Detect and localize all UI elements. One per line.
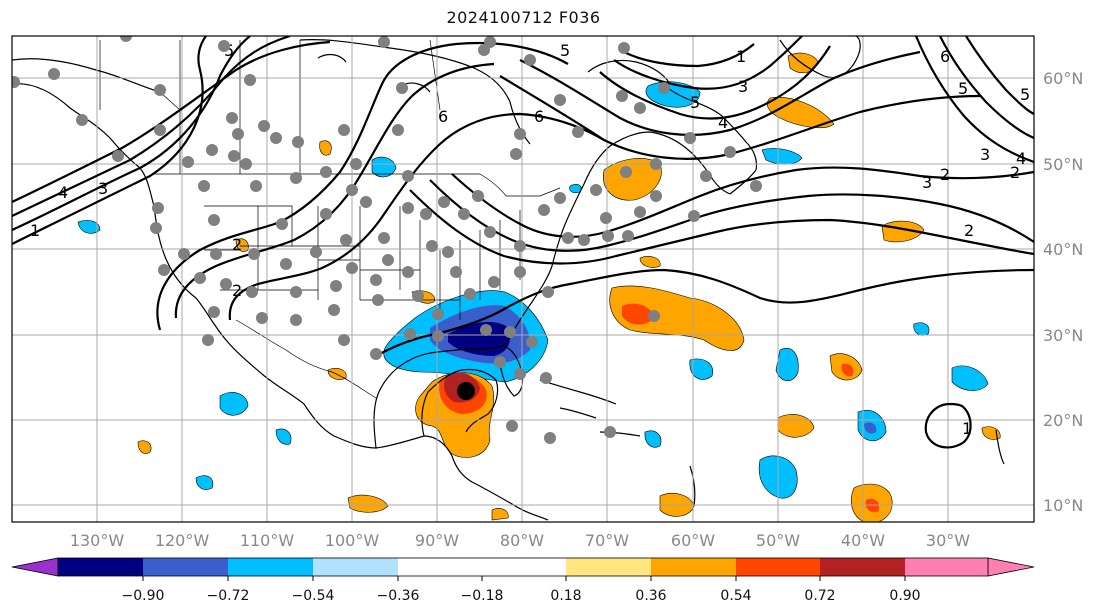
colorbar-tick-label: 0.18 <box>550 588 581 604</box>
contour-label: 2 <box>232 235 242 254</box>
colorbar: −0.90 −0.72 −0.54 −0.36 −0.18 0.18 0.36 … <box>11 557 1035 604</box>
contour-label: 5 <box>1020 85 1030 104</box>
colorbar-tick-label: −0.54 <box>292 588 335 604</box>
lat-label: 60°N <box>1043 69 1083 88</box>
lon-label: 120°W <box>155 531 210 550</box>
lat-label: 30°N <box>1043 326 1083 345</box>
lon-label: 90°W <box>415 531 459 550</box>
contour-label: 3 <box>98 179 108 198</box>
colorbar-bin <box>736 558 820 576</box>
contour-label: 3 <box>980 145 990 164</box>
map-title: 2024100712 F036 <box>446 8 601 27</box>
contour-label: 2 <box>232 281 242 300</box>
contour-label: 1 <box>736 47 746 66</box>
colorbar-bin <box>905 558 988 576</box>
colorbar-tick-label: 0.36 <box>635 588 666 604</box>
lat-label: 20°N <box>1043 411 1083 430</box>
lon-label: 100°W <box>325 531 380 550</box>
colorbar-tick-label: 0.90 <box>889 588 920 604</box>
colorbar-tick-label: −0.18 <box>461 588 504 604</box>
colorbar-bin <box>566 558 651 576</box>
lon-label: 40°W <box>841 531 885 550</box>
contour-label: 3 <box>738 77 748 96</box>
station-dots <box>12 36 762 444</box>
contour-label: 5 <box>958 79 968 98</box>
contour-label: 4 <box>718 113 728 132</box>
political-borders <box>99 39 561 399</box>
colorbar-tick-label: 0.54 <box>720 588 751 604</box>
colorbar-frame <box>57 557 989 577</box>
lon-label: 60°W <box>671 531 715 550</box>
contour-label: 6 <box>438 107 448 126</box>
storm-center-marker <box>457 382 475 400</box>
contour-label: 2 <box>940 165 950 184</box>
lon-label: 50°W <box>756 531 800 550</box>
contour-label: 5 <box>560 41 570 60</box>
lat-label: 50°N <box>1043 155 1083 174</box>
map-frame <box>11 35 1035 523</box>
colorbar-over-arrow <box>987 557 1035 577</box>
colorbar-bin <box>398 558 566 576</box>
lon-label: 110°W <box>240 531 295 550</box>
lon-label: 130°W <box>70 531 125 550</box>
positive-anomaly-shading <box>137 52 1001 522</box>
colorbar-tick-label: −0.72 <box>207 588 250 604</box>
colorbar-bin <box>313 558 398 576</box>
contour-label: 1 <box>30 221 40 240</box>
coastlines <box>12 36 1005 521</box>
colorbar-bin <box>228 558 313 576</box>
latitude-labels: 60°N 50°N 40°N 30°N 20°N 10°N <box>1043 69 1083 515</box>
contour-label: 6 <box>940 47 950 66</box>
contour-label: 3 <box>922 173 932 192</box>
colorbar-under-arrow <box>11 557 59 577</box>
colorbar-tick-label: −0.90 <box>122 588 165 604</box>
colorbar-bin <box>143 558 228 576</box>
lon-label: 30°W <box>926 531 970 550</box>
contour-label: 6 <box>534 107 544 126</box>
contour-label: 4 <box>58 183 68 202</box>
lon-label: 80°W <box>500 531 544 550</box>
contour-label: 5 <box>224 41 234 60</box>
contour-label: 5 <box>690 93 700 112</box>
colorbar-tick-label: −0.36 <box>377 588 420 604</box>
contour-labels: 1 3 4 5 6 6 5 1 3 4 5 3 2 2 3 2 4 5 5 6 … <box>30 41 1030 438</box>
map-area <box>12 36 1034 522</box>
contour-label: 2 <box>1010 163 1020 182</box>
colorbar-bin <box>820 558 905 576</box>
colorbar-tick-label: 0.72 <box>804 588 835 604</box>
lat-label: 40°N <box>1043 240 1083 259</box>
contour-label: 4 <box>1016 149 1026 168</box>
lon-label: 70°W <box>585 531 629 550</box>
colorbar-bin <box>651 558 736 576</box>
contour-label: 1 <box>962 419 972 438</box>
lat-label: 10°N <box>1043 496 1083 515</box>
colorbar-bin <box>58 558 143 576</box>
negative-anomaly-shading <box>77 81 989 499</box>
longitude-labels: 130°W 120°W 110°W 100°W 90°W 80°W 70°W 6… <box>70 531 970 550</box>
contour-label: 2 <box>964 221 974 240</box>
